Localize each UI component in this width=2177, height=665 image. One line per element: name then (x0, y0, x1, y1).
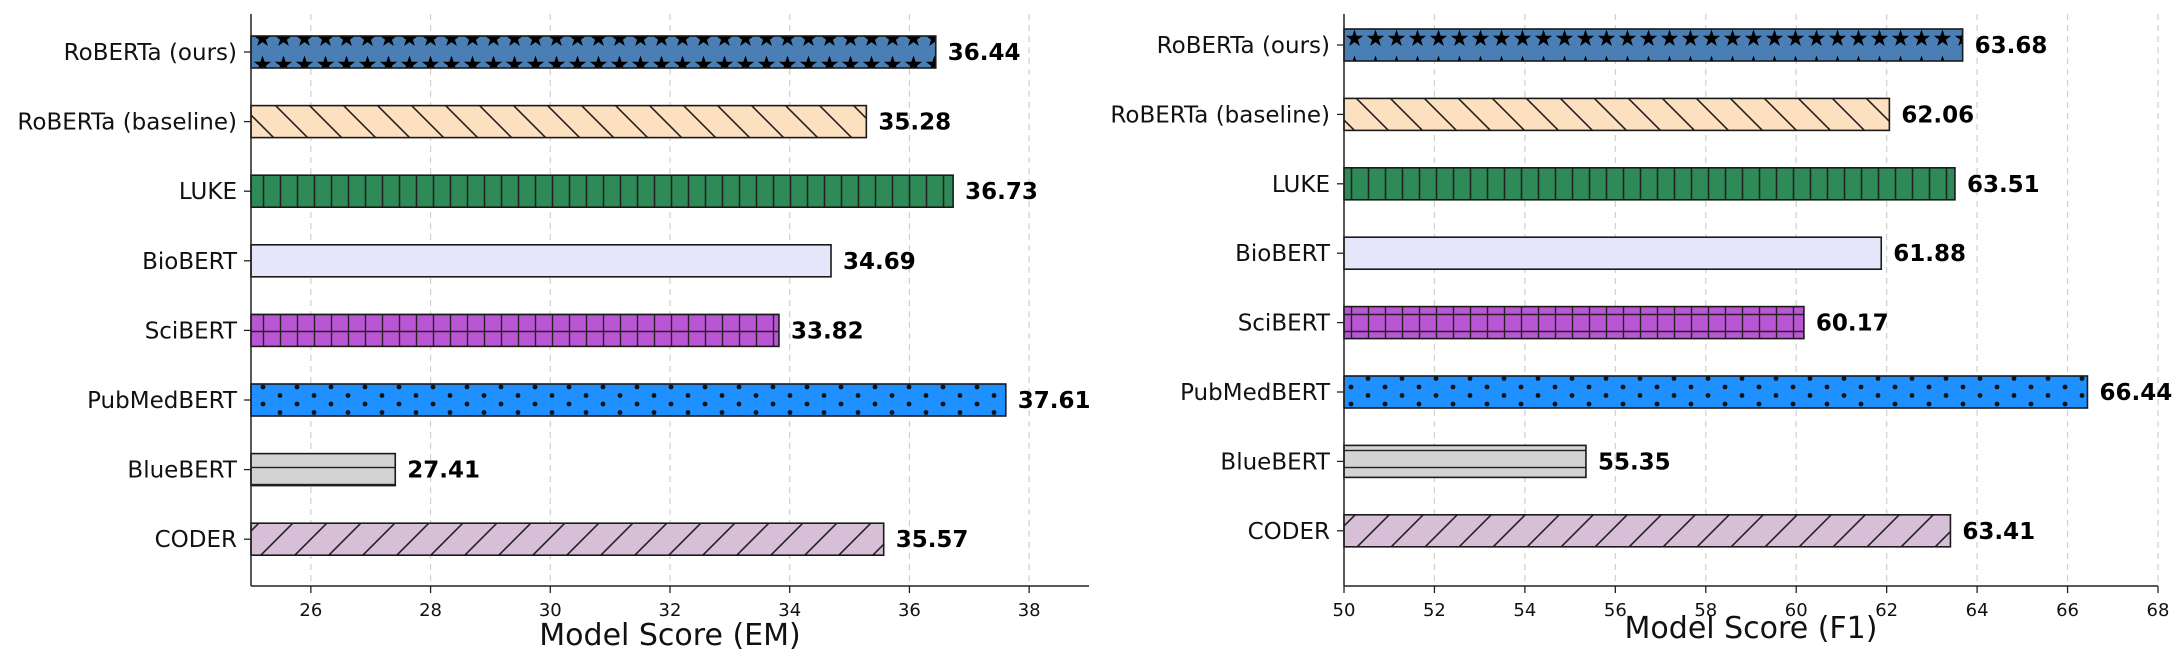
x-tick-label: 56 (1604, 600, 1627, 621)
category-label: BlueBERT (127, 458, 238, 484)
value-label: 66.44 (2099, 380, 2172, 406)
bar-8 (250, 522, 885, 557)
value-label: 33.82 (791, 318, 864, 344)
bar-7 (1343, 444, 1587, 479)
value-label: 55.35 (1598, 449, 1671, 475)
x-tick-label: 60 (1785, 600, 1808, 621)
value-label: 63.68 (1975, 33, 2048, 59)
bar-1 (250, 35, 937, 69)
value-label: 36.44 (948, 40, 1021, 66)
x-tick-label: 50 (1333, 600, 1356, 621)
x-tick-label: 38 (1018, 600, 1041, 621)
category-label: SciBERT (1238, 311, 1331, 337)
category-label: LUKE (1272, 172, 1330, 198)
value-label: 36.73 (965, 179, 1038, 205)
category-label: RoBERTa (baseline) (1110, 102, 1330, 128)
category-label: CODER (155, 527, 237, 553)
x-axis-title: Model Score (EM) (539, 618, 800, 653)
category-label: BioBERT (1235, 241, 1331, 267)
x-tick-label: 36 (898, 600, 921, 621)
value-label: 60.17 (1816, 311, 1889, 337)
x-tick-label: 68 (2147, 600, 2170, 621)
bar-1 (1343, 28, 1964, 62)
bar-7 (250, 452, 397, 487)
x-tick-label: 26 (299, 600, 322, 621)
x-tick-label: 64 (1966, 600, 1989, 621)
x-tick-label: 58 (1694, 600, 1717, 621)
value-label: 63.51 (1967, 172, 2040, 198)
category-label: BioBERT (142, 249, 238, 275)
category-label: SciBERT (145, 318, 238, 344)
chart-panel-f1: 63.68 RoBERTa (ours) 62.06 RoBERTa (baselin… (1110, 14, 2172, 646)
value-label: 61.88 (1893, 241, 1966, 267)
category-label: RoBERTa (ours) (64, 40, 237, 66)
category-label: PubMedBERT (1180, 380, 1331, 406)
value-label: 62.06 (1901, 102, 1974, 128)
bar-5 (250, 313, 780, 348)
x-tick-label: 52 (1423, 600, 1446, 621)
category-label: RoBERTa (baseline) (17, 110, 237, 136)
bar-6 (250, 383, 1007, 417)
x-tick-label: 28 (419, 600, 442, 621)
value-label: 34.69 (843, 249, 916, 275)
bar-2 (250, 104, 868, 139)
value-label: 35.28 (878, 110, 951, 136)
value-label: 63.41 (1962, 519, 2035, 545)
x-tick-label: 62 (1875, 600, 1898, 621)
x-tick-label: 34 (778, 600, 801, 621)
bar-3 (250, 174, 954, 208)
bar-2 (1343, 97, 1891, 132)
category-label: RoBERTa (ours) (1157, 33, 1330, 59)
x-tick-label: 30 (539, 600, 562, 621)
x-tick-label: 32 (659, 600, 682, 621)
category-label: BlueBERT (1220, 449, 1331, 475)
bar-6 (1343, 375, 2089, 409)
chart-panel-em: 36.44 RoBERTa (ours) 35.28 RoBERTa (baselin… (17, 14, 1091, 653)
bar-3 (1343, 167, 1956, 201)
value-label: 27.41 (407, 458, 480, 484)
x-axis-title: Model Score (F1) (1625, 611, 1878, 646)
category-label: CODER (1248, 519, 1330, 545)
category-label: LUKE (179, 179, 237, 205)
bar-4 (250, 244, 832, 278)
value-label: 37.61 (1018, 388, 1091, 414)
x-tick-label: 54 (1513, 600, 1536, 621)
value-label: 35.57 (896, 527, 969, 553)
x-tick-label: 66 (2056, 600, 2079, 621)
bar-8 (1343, 513, 1952, 548)
bar-4 (1343, 236, 1883, 270)
bar-5 (1343, 305, 1805, 340)
category-label: PubMedBERT (87, 388, 238, 414)
